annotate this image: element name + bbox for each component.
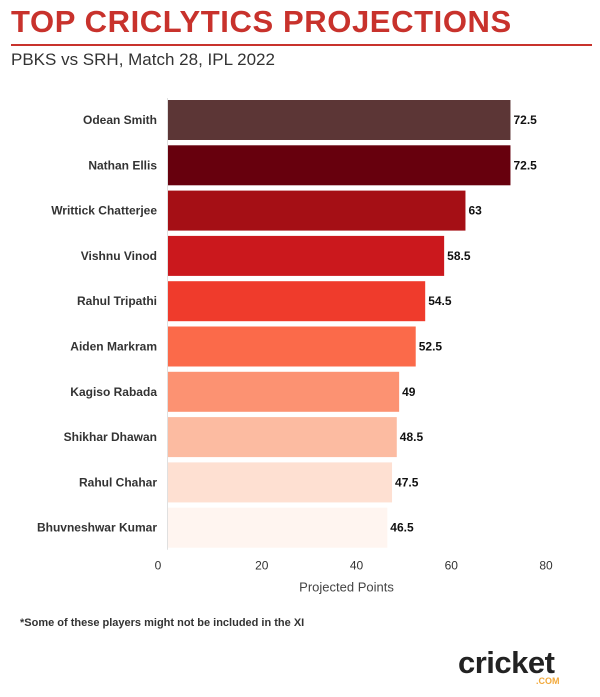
category-label: Kagiso Rabada [70, 385, 157, 399]
category-label: Vishnu Vinod [81, 249, 157, 263]
data-label: 58.5 [447, 249, 471, 263]
data-label: 52.5 [419, 340, 443, 354]
category-label: Shikhar Dhawan [64, 430, 157, 444]
title-underline [11, 44, 592, 46]
bar [167, 190, 466, 231]
bar [167, 281, 426, 322]
bar [167, 507, 388, 548]
logo-wordmark: cricket [458, 645, 555, 680]
x-axis-title: Projected Points [299, 580, 394, 595]
x-tick-label: 20 [255, 559, 269, 573]
category-label: Rahul Chahar [79, 475, 157, 489]
x-tick-label: 0 [155, 559, 162, 573]
category-label: Writtick Chatterjee [51, 204, 157, 218]
bar [167, 100, 511, 140]
data-label: 49 [402, 385, 416, 399]
bar [167, 326, 416, 367]
bar [167, 235, 445, 276]
chart-title: TOP CRICLYTICS PROJECTIONS [11, 4, 512, 39]
data-label: 72.5 [513, 158, 537, 172]
data-label: 46.5 [390, 521, 414, 535]
bar [167, 462, 393, 503]
data-label: 48.5 [400, 430, 424, 444]
bar-chart: Odean Smith 72.5 Nathan Ellis 72.5 Writtick … [37, 98, 553, 595]
bar [167, 417, 397, 458]
data-label: 47.5 [395, 475, 419, 489]
cricket-com-logo: cricket .COM [458, 645, 578, 687]
category-label: Odean Smith [83, 113, 157, 127]
category-label: Bhuvneshwar Kumar [37, 521, 157, 535]
category-label: Rahul Tripathi [77, 294, 157, 308]
footnote: *Some of these players might not be incl… [20, 617, 305, 629]
x-tick-label: 60 [445, 559, 459, 573]
chart-subtitle: PBKS vs SRH, Match 28, IPL 2022 [11, 50, 275, 69]
category-label: Nathan Ellis [88, 158, 157, 172]
x-tick-label: 40 [350, 559, 364, 573]
bar [167, 371, 400, 412]
data-label: 63 [468, 204, 482, 218]
x-tick-label: 80 [539, 559, 553, 573]
logo-suffix: .COM [536, 676, 560, 686]
bar [167, 145, 511, 186]
category-label: Aiden Markram [70, 340, 157, 354]
data-label: 54.5 [428, 294, 452, 308]
data-label: 72.5 [513, 113, 537, 127]
